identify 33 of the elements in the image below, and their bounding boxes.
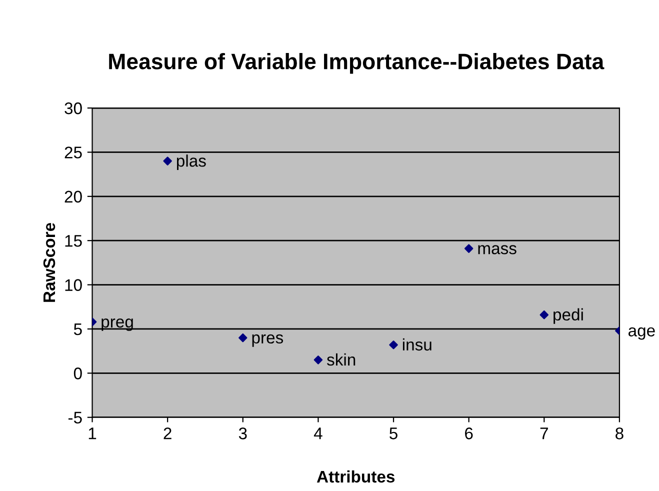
y-tick-label: 15 [65,235,82,247]
x-tick-label: 3 [238,428,247,440]
annotation: insu [402,338,432,351]
annotation: plas [176,154,206,170]
point [238,333,248,342]
y-tick-label: 25 [64,146,82,158]
x-tick-label: 1 [88,428,96,440]
x-tick-label: 7 [540,428,548,440]
annotation: skin [327,353,356,366]
x-tick-label: 4 [314,428,322,440]
y-axis-title: RawScore [43,222,56,302]
x-tick-label: 6 [465,428,473,440]
y-tick-label: 0 [74,368,82,380]
point [314,356,323,364]
point [464,244,474,253]
y-tick-label: 10 [65,279,82,291]
point [163,156,172,166]
x-axis-title: Attributes [316,470,395,483]
annotation: preg [102,318,133,331]
annotation: mass [478,245,516,254]
y-tick-label: 20 [64,190,82,203]
chart-title: Measure of Variable Importance--Diabetes Data [109,53,604,74]
x-tick-label: 8 [616,428,624,440]
y-tick-label: -5 [68,412,82,424]
y-tick-label: 5 [74,324,82,336]
x-tick-label: 2 [164,428,172,440]
y-tick-label: 30 [64,102,82,114]
annotation: pres [252,334,284,347]
point [389,340,398,350]
x-tick-label: 5 [390,428,398,440]
annotation: pedi [554,308,583,324]
annotation: age [628,327,655,340]
point [540,310,549,320]
